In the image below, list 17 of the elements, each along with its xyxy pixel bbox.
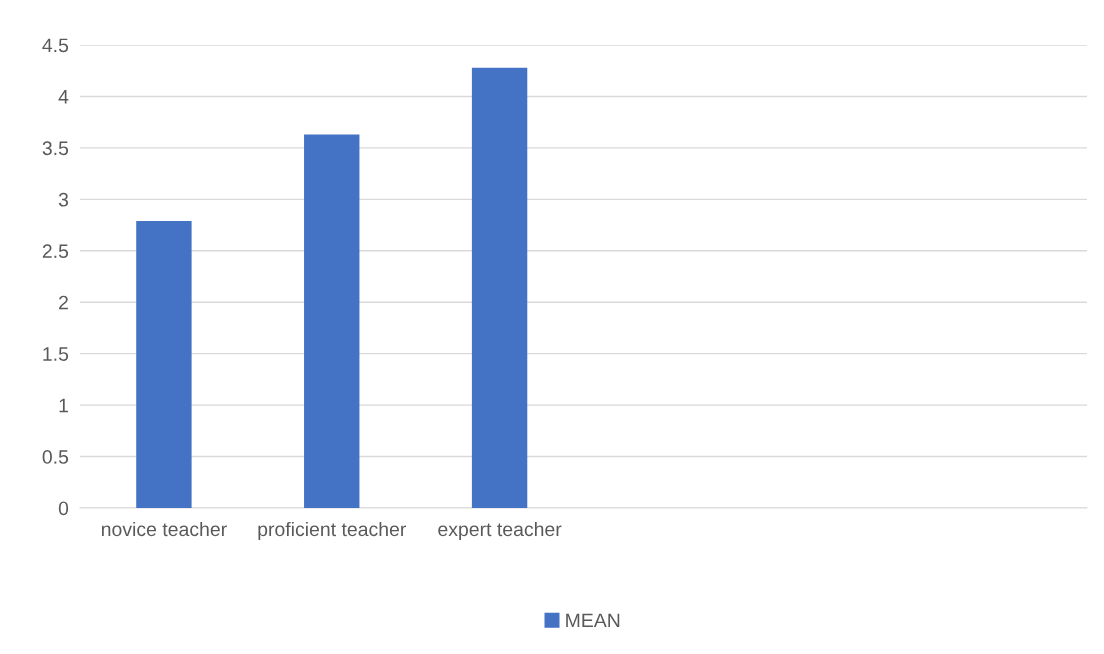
y-tick-label: 4 <box>58 90 69 104</box>
bar <box>304 134 360 508</box>
bar <box>471 67 528 508</box>
y-tick-label: 3 <box>58 192 69 207</box>
x-tick-label: novice teacher <box>101 521 227 537</box>
y-tick-label: 2 <box>59 295 68 310</box>
y-tick-label: 1 <box>59 398 68 413</box>
y-tick-label: 0 <box>58 501 69 516</box>
bar <box>136 220 192 508</box>
y-tick-label: 3.5 <box>42 141 69 156</box>
y-tick-label: 1.5 <box>43 347 69 361</box>
x-tick-label: expert teacher <box>438 521 562 541</box>
x-tick-label: proficient teacher <box>258 521 407 541</box>
y-tick-label: 2.5 <box>42 244 69 259</box>
legend-label: MEAN <box>566 613 620 628</box>
y-tick-label: 4.5 <box>42 38 69 53</box>
y-tick-label: 0.5 <box>42 450 69 464</box>
